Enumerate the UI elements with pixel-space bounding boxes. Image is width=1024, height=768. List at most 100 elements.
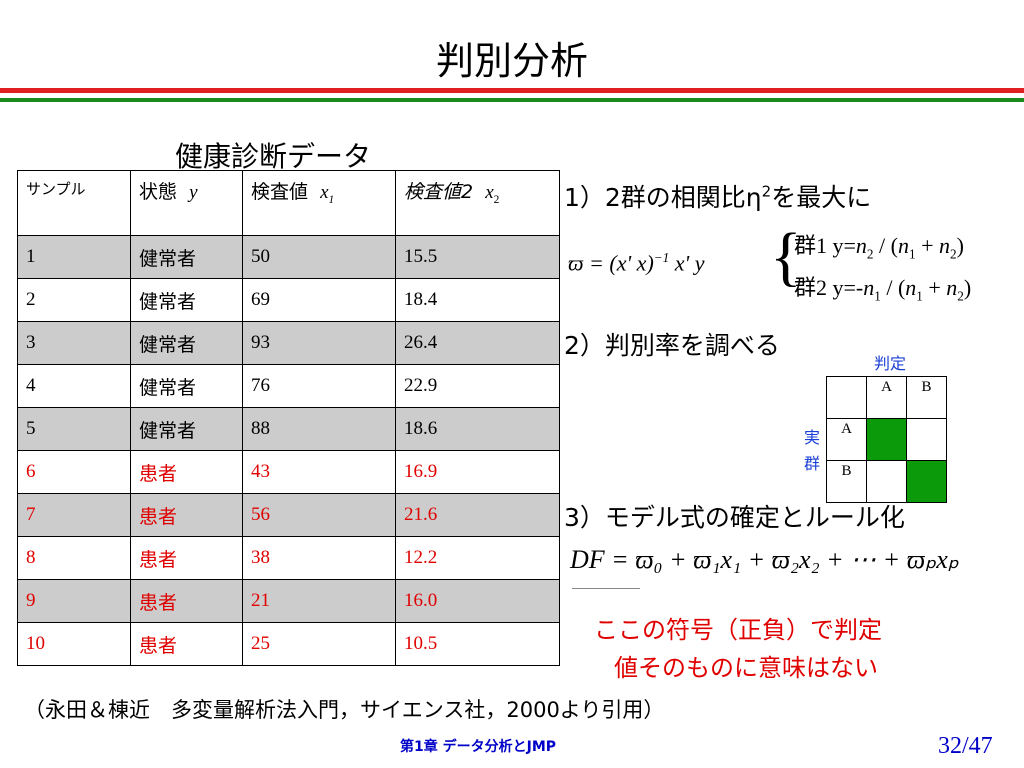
- step1-label: 1）2群の相関比η: [564, 183, 762, 212]
- group1-plus: +: [915, 233, 939, 258]
- cell-sample: 6: [17, 450, 131, 494]
- cell-x2: 26.4: [395, 321, 560, 365]
- page-number: 32/47: [938, 733, 993, 759]
- step1-sup: 2: [761, 182, 772, 201]
- cell-x1: 21: [242, 579, 396, 623]
- cell-x1: 25: [242, 622, 396, 666]
- note-line1: ここの符号（正負）で判定: [594, 616, 882, 644]
- header-state-label: 状態: [139, 181, 178, 203]
- cell-state: 患者: [130, 579, 243, 623]
- header-state: 状態 y: [130, 170, 243, 236]
- citation: （永田＆棟近 多変量解析法入門，サイエンス社，2000より引用）: [24, 698, 665, 722]
- step2-heading: 2）判別率を調べる: [564, 331, 780, 360]
- cell-x1: 38: [242, 536, 396, 580]
- header-x2: 検査値2 x2: [395, 170, 560, 236]
- header-sample: サンプル: [17, 170, 131, 236]
- cell-x1: 93: [242, 321, 396, 365]
- table-row: 1 健常者 50 15.5: [17, 235, 560, 279]
- cell-x2: 16.9: [395, 450, 560, 494]
- cell-sample: 10: [17, 622, 131, 666]
- cell-x1: 43: [242, 450, 396, 494]
- group2-n2: n: [946, 275, 958, 300]
- confusion-header-row: A B: [826, 376, 947, 419]
- actual-group-label: 実群: [804, 428, 821, 473]
- confusion-cell-bb: [906, 460, 947, 503]
- cell-sample: 4: [17, 364, 131, 408]
- header-x2-sub: 2: [493, 193, 500, 206]
- confusion-cell-ba: [866, 460, 907, 503]
- table-header-row: サンプル 状態 y 検査値 x1 検査値2 x2: [17, 170, 560, 236]
- table-row: 8 患者 38 12.2: [17, 536, 560, 580]
- cell-x2: 12.2: [395, 536, 560, 580]
- cell-x2: 21.6: [395, 493, 560, 537]
- header-sample-label: サンプル: [26, 180, 86, 198]
- cell-state: 患者: [130, 536, 243, 580]
- confusion-corner: [826, 376, 867, 419]
- title-rule-red: [0, 88, 1024, 93]
- header-state-var: y: [189, 182, 198, 203]
- cell-x1: 88: [242, 407, 396, 451]
- cell-sample: 8: [17, 536, 131, 580]
- weight-formula-tail: x' y: [669, 250, 705, 276]
- confusion-cell-ab: [906, 418, 947, 461]
- cell-sample: 5: [17, 407, 131, 451]
- table-row: 3 健常者 93 26.4: [17, 321, 560, 365]
- cell-x1: 50: [242, 235, 396, 279]
- cell-state: 健常者: [130, 364, 243, 408]
- title-rule-green: [0, 98, 1024, 102]
- note-line2: 値そのものに意味はない: [614, 654, 878, 682]
- group1-n2-sub: 2: [949, 246, 957, 262]
- cell-state: 患者: [130, 622, 243, 666]
- table-row: 7 患者 56 21.6: [17, 493, 560, 537]
- cell-state: 患者: [130, 493, 243, 537]
- confusion-row-a: A: [826, 418, 947, 461]
- cell-sample: 7: [17, 493, 131, 537]
- group2-n1-sub: 1: [916, 288, 923, 304]
- group2-formula: 群2 y=-n1 / (n1 + n2): [794, 270, 971, 304]
- cell-state: 健常者: [130, 407, 243, 451]
- weight-formula-sup: −1: [653, 250, 670, 265]
- slide-title: 判別分析: [435, 39, 588, 83]
- confusion-matrix: A B A B: [826, 376, 947, 503]
- table-row: 2 健常者 69 18.4: [17, 278, 560, 322]
- cell-x2: 16.0: [395, 579, 560, 623]
- cell-state: 健常者: [130, 321, 243, 365]
- cell-x2: 22.9: [395, 364, 560, 408]
- table-row: 6 患者 43 16.9: [17, 450, 560, 494]
- cell-x2: 10.5: [395, 622, 560, 666]
- table-row: 9 患者 21 16.0: [17, 579, 560, 623]
- group1-prefix: 群1 y=: [794, 233, 856, 258]
- group2-n1: n: [905, 275, 917, 300]
- table-row: 5 健常者 88 18.6: [17, 407, 560, 451]
- group2-close: ): [963, 275, 972, 300]
- confusion-cell-aa: [866, 418, 907, 461]
- cell-sample: 9: [17, 579, 131, 623]
- header-x2-var: x: [485, 182, 494, 203]
- group1-n1-sub: 1: [908, 246, 916, 262]
- cell-x1: 69: [242, 278, 396, 322]
- header-x1-sub: 1: [328, 193, 335, 206]
- cell-state: 健常者: [130, 235, 243, 279]
- group2-slash: / (: [880, 275, 906, 300]
- formula-underline: [572, 588, 640, 589]
- cell-x1: 56: [242, 493, 396, 537]
- group-brace: {: [770, 220, 802, 293]
- group1-formula: 群1 y=n2 / (n1 + n2): [794, 228, 964, 262]
- judge-label: 判定: [874, 354, 907, 373]
- confusion-col-a: A: [866, 376, 907, 419]
- group2-n: n: [863, 275, 875, 300]
- header-x1-var: x: [320, 182, 329, 203]
- group1-n: n: [855, 233, 867, 258]
- cell-x2: 18.4: [395, 278, 560, 322]
- confusion-row-b: B: [826, 460, 947, 503]
- step3-heading: 3）モデル式の確定とルール化: [564, 503, 905, 532]
- header-x1-label: 検査値: [251, 181, 309, 203]
- cell-x2: 15.5: [395, 235, 560, 279]
- cell-x2: 18.6: [395, 407, 560, 451]
- header-x1: 検査値 x1: [242, 170, 396, 236]
- weight-formula-main: ϖ = (x' x): [568, 250, 654, 276]
- group1-n1: n: [897, 233, 909, 258]
- header-x2-label: 検査値2: [404, 181, 474, 203]
- table-caption: 健康診断データ: [175, 140, 372, 173]
- footer-chapter: 第1章 データ分析とJMP: [400, 739, 557, 755]
